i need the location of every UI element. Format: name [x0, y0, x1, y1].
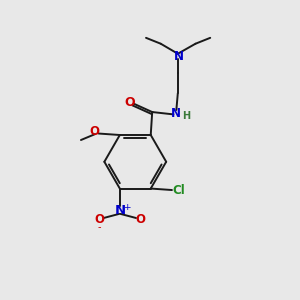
Text: N: N: [115, 204, 126, 218]
Text: +: +: [123, 203, 130, 212]
Text: O: O: [94, 213, 104, 226]
Text: H: H: [182, 112, 190, 122]
Text: O: O: [89, 125, 99, 138]
Text: O: O: [124, 96, 135, 109]
Text: N: N: [171, 107, 181, 120]
Text: -: -: [98, 222, 101, 232]
Text: Cl: Cl: [172, 184, 185, 196]
Text: N: N: [173, 50, 183, 63]
Text: O: O: [135, 213, 145, 226]
